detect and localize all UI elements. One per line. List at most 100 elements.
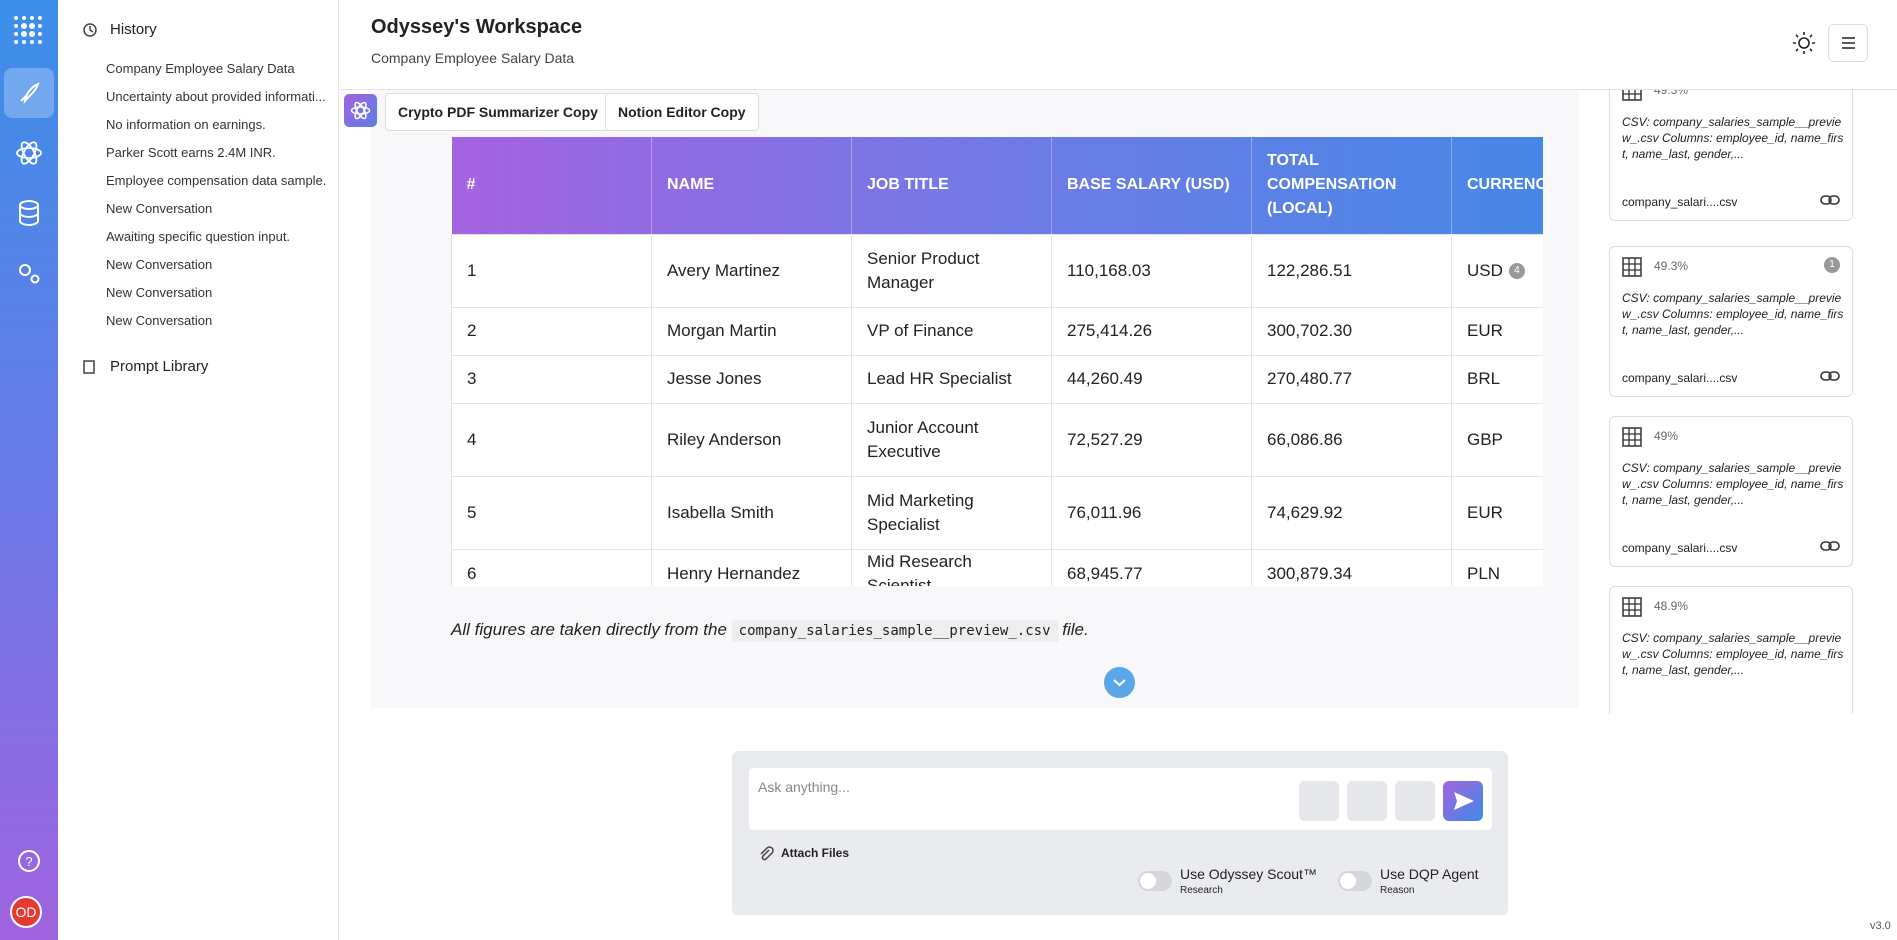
source-card[interactable]: 49% CSV: company_salaries_sample__preview… [1609,416,1853,567]
link-icon[interactable] [1820,369,1840,383]
table-cell: Junior Account Executive [851,402,1052,477]
history-item[interactable]: Employee compensation data sample. [106,173,327,188]
sources-panel: 49.3% CSV: company_salaries_sample__previ… [1595,90,1867,714]
cell-text: Morgan Martin [667,321,777,340]
history-item[interactable]: Parker Scott earns 2.4M INR. [106,145,276,160]
cell-text: 66,086.86 [1267,429,1343,449]
column-header: NAME [651,137,852,234]
cell-text: GBP [1467,429,1503,449]
cell-text: 76,011.96 [1067,502,1142,522]
table-cell: 5 [451,475,652,550]
prompt-library[interactable]: Prompt Library [110,358,209,375]
table-cell: USD 4 [1451,233,1543,308]
column-header: TOTAL COMPENSATION (LOCAL) [1251,137,1452,234]
column-header: CURRENCY [1451,137,1543,234]
nav-settings[interactable] [4,248,54,298]
table-cell: EUR [1451,306,1543,356]
history-item[interactable]: Company Employee Salary Data [106,61,295,76]
table-cell: 66,086.86 [1251,402,1452,477]
menu-button[interactable] [1828,24,1868,62]
history-item[interactable]: Awaiting specific question input. [106,229,291,244]
input-placeholder[interactable]: Ask anything... [758,779,850,795]
attach-icon [760,846,774,861]
history-item[interactable]: New Conversation [106,257,213,272]
version: v3.0 [1870,920,1891,932]
citation-badge[interactable]: 4 [1508,263,1525,280]
table-cell: VP of Finance [851,306,1052,356]
cell-text: Lead HR Specialist [867,369,1012,388]
table-cell: Mid Marketing Specialist [851,475,1052,550]
table-cell: 270,480.77 [1251,354,1452,404]
source-card[interactable]: 49.3% CSV: company_salaries_sample__previ… [1609,90,1853,221]
agent-button[interactable] [1299,781,1339,821]
nav-atom[interactable] [4,128,54,178]
source-card[interactable]: 49.3% 1 CSV: company_salaries_sample__prev… [1609,246,1853,397]
cell-text: 3 [467,369,477,388]
history-item[interactable]: New Conversation [106,201,213,216]
cell-text: Isabella Smith [667,502,774,522]
source-file: company_salari....csv [1622,371,1738,385]
table-cell: Mid Research Scientist [851,548,1052,586]
source-file: company_salari....csv [1622,541,1738,555]
source-card[interactable]: 48.9% CSV: company_salaries_sample__previ… [1609,586,1853,714]
source-text: CSV: company_salaries_sample__preview_.c… [1622,631,1844,677]
table-cell: 122,286.51 [1251,233,1452,308]
note: All figures are taken directly from the … [451,618,1089,643]
scout-toggle[interactable] [1138,871,1172,891]
avatar[interactable]: OD [10,896,42,928]
theme-toggle[interactable] [1792,31,1816,55]
header: Odyssey's Workspace Company Employee Sal… [339,0,1897,90]
link-icon[interactable] [1820,539,1840,553]
cell-text: Henry Hernandez [667,563,801,583]
table-icon [1622,597,1642,617]
source-percent: 49% [1654,429,1679,443]
chip[interactable]: Notion Editor Copy [605,93,759,131]
source-file: company_salari....csv [1622,195,1738,209]
history-title[interactable]: History [110,21,157,38]
cell-text: 110,168.03 [1067,260,1151,280]
history-item[interactable]: No information on earnings. [106,117,266,132]
workspace-title: Odyssey's Workspace [371,16,583,38]
history-item[interactable]: New Conversation [106,285,213,300]
scroll-down[interactable] [1104,667,1135,698]
attach-files[interactable]: Attach Files [781,846,850,860]
agent-icon[interactable] [344,94,377,127]
table-cell: Isabella Smith [651,475,852,550]
history-item[interactable]: New Conversation [106,313,213,328]
library-button[interactable] [1347,781,1387,821]
table-icon [1622,427,1642,447]
cell-text: EUR [1467,502,1503,522]
nav-rail: ? OD [0,0,58,940]
cell-text: 68,945.77 [1067,563,1143,583]
dqp-label: Use DQP Agent [1380,866,1479,882]
library-icon [83,360,95,374]
table-cell: 74,629.92 [1251,475,1452,550]
source-text: CSV: company_salaries_sample__preview_.c… [1622,115,1844,161]
table-cell: Henry Hernandez [651,548,852,586]
cell-text: 300,879.34 [1267,563,1353,583]
link-icon[interactable] [1820,193,1840,207]
logo [14,16,42,44]
send-button[interactable] [1443,781,1483,821]
cell-text: PLN [1467,563,1501,583]
source-badge: 1 [1824,257,1840,273]
chip[interactable]: Crypto PDF Summarizer Copy [385,93,611,131]
cell-text: 2 [467,321,477,340]
cell-text: 72,527.29 [1067,429,1143,449]
dqp-sub: Reason [1380,885,1415,896]
help-icon[interactable]: ? [15,847,43,875]
table-cell: 1 [451,233,652,308]
dqp-toggle[interactable] [1338,871,1372,891]
history-item[interactable]: Uncertainty about provided informati... [106,89,326,104]
database-button[interactable] [1395,781,1435,821]
nav-database[interactable] [4,188,54,238]
table-cell: EUR [1451,475,1543,550]
cell-text: 5 [467,502,477,522]
source-percent: 49.3% [1654,259,1689,273]
workspace-subtitle: Company Employee Salary Data [371,50,575,66]
cell-text: 4 [467,429,477,449]
source-text: CSV: company_salaries_sample__preview_.c… [1622,461,1844,507]
nav-agents[interactable] [4,68,54,118]
table-cell: 72,527.29 [1051,402,1252,477]
